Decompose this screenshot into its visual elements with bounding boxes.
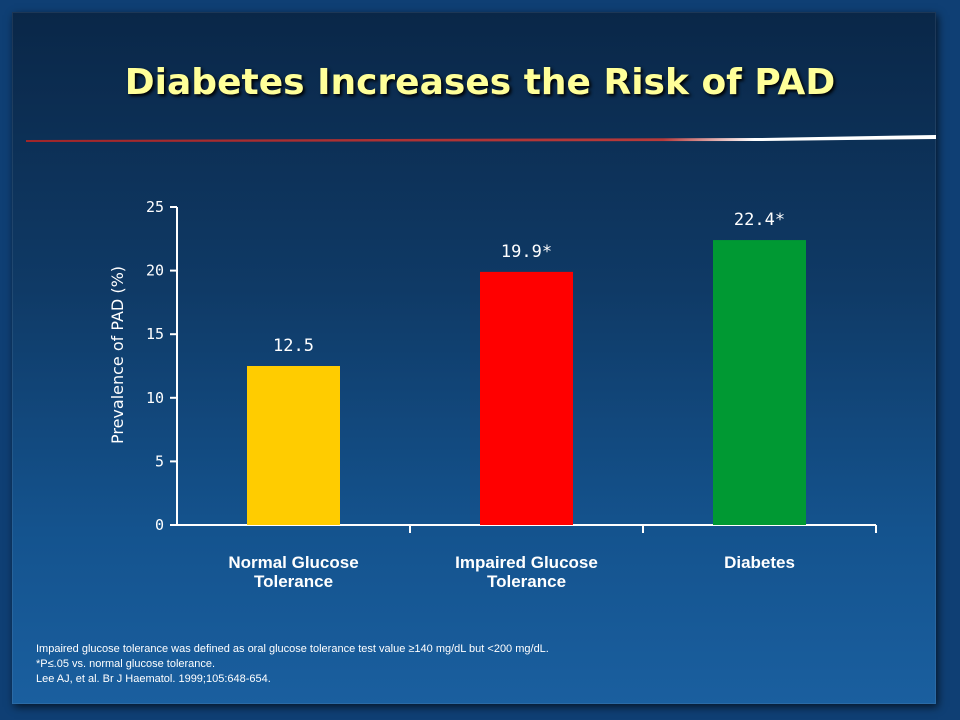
y-axis-title: Prevalence of PAD (%) [108,266,127,444]
bar [713,240,806,525]
y-tick-label: 20 [146,262,164,280]
y-tick-label: 10 [146,389,164,407]
slide-title: Diabetes Increases the Risk of PAD [124,62,836,103]
footnote-definition: Impaired glucose tolerance was defined a… [36,643,549,655]
y-tick-label: 5 [155,452,164,470]
y-tick-label: 15 [146,325,164,343]
category-label: Impaired Glucose Tolerance [455,553,598,591]
category-label: Diabetes [724,553,795,572]
bar [480,271,573,525]
footnote-significance: *P≤.05 vs. normal glucose tolerance. [36,658,216,670]
y-tick-label: 25 [146,198,164,216]
category-label: Normal Glucose Tolerance [228,553,358,591]
bar-value-label: 22.4* [734,210,785,230]
bar-value-label: 19.9* [501,242,552,262]
footnote-citation: Lee AJ, et al. Br J Haematol. 1999;105:6… [36,673,271,685]
y-tick-label: 0 [155,516,164,534]
bar-value-label: 12.5 [273,336,314,356]
bar [247,366,340,525]
footnotes: Impaired glucose tolerance was defined a… [36,642,916,687]
